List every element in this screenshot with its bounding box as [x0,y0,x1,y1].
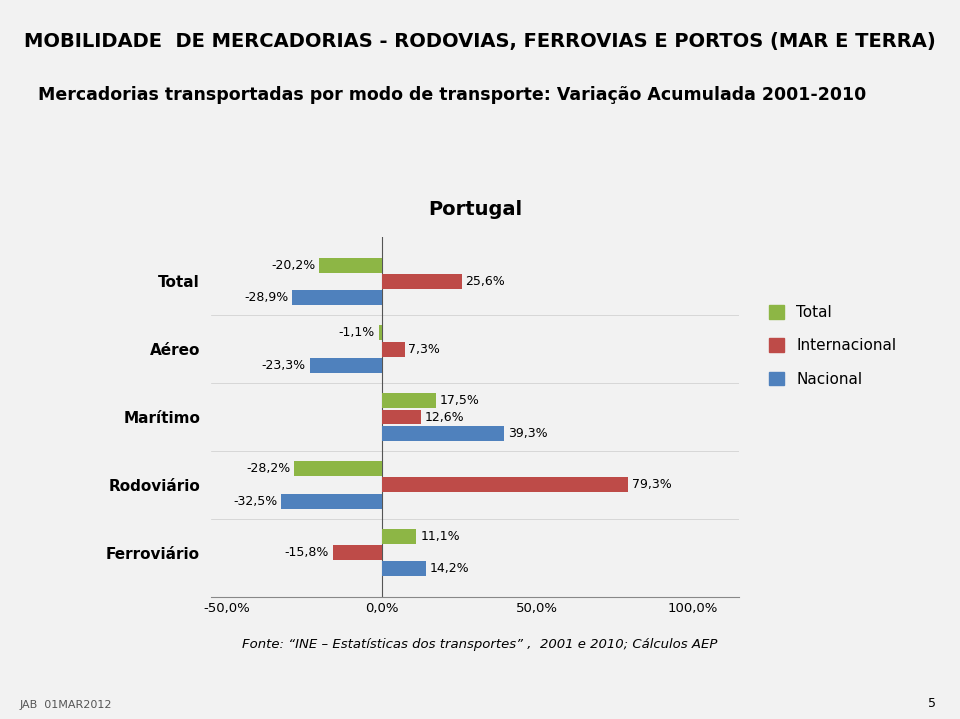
Text: -20,2%: -20,2% [272,259,316,272]
Text: 39,3%: 39,3% [508,427,547,440]
Text: JAB  01MAR2012: JAB 01MAR2012 [19,700,111,710]
Legend: Total, Internacional, Nacional: Total, Internacional, Nacional [762,299,902,393]
Text: 25,6%: 25,6% [466,275,505,288]
Text: -28,2%: -28,2% [247,462,291,475]
Bar [382,477,628,493]
Text: Portugal: Portugal [428,201,522,219]
Bar [333,545,382,560]
Bar [320,257,382,273]
Text: -32,5%: -32,5% [233,495,277,508]
Text: 17,5%: 17,5% [440,394,480,407]
Text: 7,3%: 7,3% [408,343,441,356]
Text: -15,8%: -15,8% [285,546,329,559]
Bar [382,562,426,577]
Text: 14,2%: 14,2% [430,562,469,575]
Bar [382,410,421,424]
Text: -23,3%: -23,3% [262,359,306,372]
Text: Mercadorias transportadas por modo de transporte: Variação Acumulada 2001-2010: Mercadorias transportadas por modo de tr… [38,86,867,104]
Text: 12,6%: 12,6% [425,411,465,423]
Bar [382,426,504,441]
Bar [292,290,382,305]
Bar [378,326,382,340]
Text: Fonte: “INE – Estatísticas dos transportes” ,  2001 e 2010; Cálculos AEP: Fonte: “INE – Estatísticas dos transport… [242,638,718,651]
Bar [382,342,405,357]
Text: MOBILIDADE  DE MERCADORIAS - RODOVIAS, FERROVIAS E PORTOS (MAR E TERRA): MOBILIDADE DE MERCADORIAS - RODOVIAS, FE… [24,32,936,51]
Bar [382,529,417,544]
Text: 79,3%: 79,3% [632,478,672,491]
Text: 11,1%: 11,1% [420,530,460,543]
Text: -1,1%: -1,1% [339,326,374,339]
Text: -28,9%: -28,9% [244,291,289,304]
Bar [281,494,382,508]
Bar [382,274,462,289]
Bar [295,461,382,476]
Bar [382,393,437,408]
Text: 5: 5 [928,697,936,710]
Bar [310,358,382,373]
